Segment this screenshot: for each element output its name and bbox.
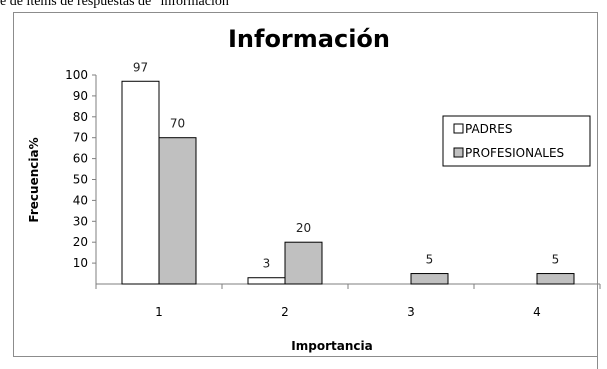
- x-tick-label: 4: [533, 305, 541, 319]
- data-label: 20: [296, 221, 311, 235]
- y-tick-label: 80: [73, 110, 88, 124]
- legend-swatch: [453, 123, 464, 134]
- data-label: 3: [263, 257, 271, 271]
- y-tick-label: 60: [73, 152, 88, 166]
- bar-profesionales: [284, 241, 323, 285]
- x-tick-label: 3: [407, 305, 415, 319]
- data-labels: 97 3 70 20 5 5: [133, 60, 559, 270]
- legend-box: [442, 115, 591, 167]
- legend-label: PROFESIONALES: [465, 146, 564, 160]
- y-tick-label: 30: [73, 214, 88, 228]
- y-tick-label: 40: [73, 193, 88, 207]
- bar-padres: [247, 277, 286, 285]
- y-tick-label: 50: [73, 173, 88, 187]
- legend: PADRES PROFESIONALES: [442, 115, 591, 167]
- bar-profesionales: [410, 273, 449, 285]
- data-label: 5: [426, 253, 434, 267]
- y-tick-label: 100: [65, 68, 88, 82]
- axes: 10 20 30 40 50 60 70 80 90 100 1 2 3 4: [65, 68, 601, 319]
- y-tick-label: 20: [73, 235, 88, 249]
- y-tick-label: 10: [73, 256, 88, 270]
- legend-swatch: [453, 147, 464, 158]
- y-tick-label: 90: [73, 89, 88, 103]
- data-label: 70: [170, 117, 185, 131]
- figure-caption: e de ítems de respuestas de "información…: [0, 0, 235, 9]
- data-label: 5: [552, 253, 560, 267]
- y-tick-label: 70: [73, 131, 88, 145]
- x-tick-label: 2: [281, 305, 289, 319]
- x-tick-label: 1: [155, 305, 163, 319]
- data-label: 97: [133, 60, 148, 74]
- bars: [121, 80, 575, 285]
- chart-title: Información: [228, 25, 390, 53]
- legend-label: PADRES: [465, 122, 512, 136]
- page-right-border: [597, 12, 598, 369]
- bar-profesionales: [536, 273, 575, 285]
- bar-padres: [121, 80, 160, 285]
- bar-profesionales: [158, 137, 197, 285]
- x-axis-label: Importancia: [291, 339, 372, 353]
- y-axis-label: Frecuencia%: [27, 137, 41, 222]
